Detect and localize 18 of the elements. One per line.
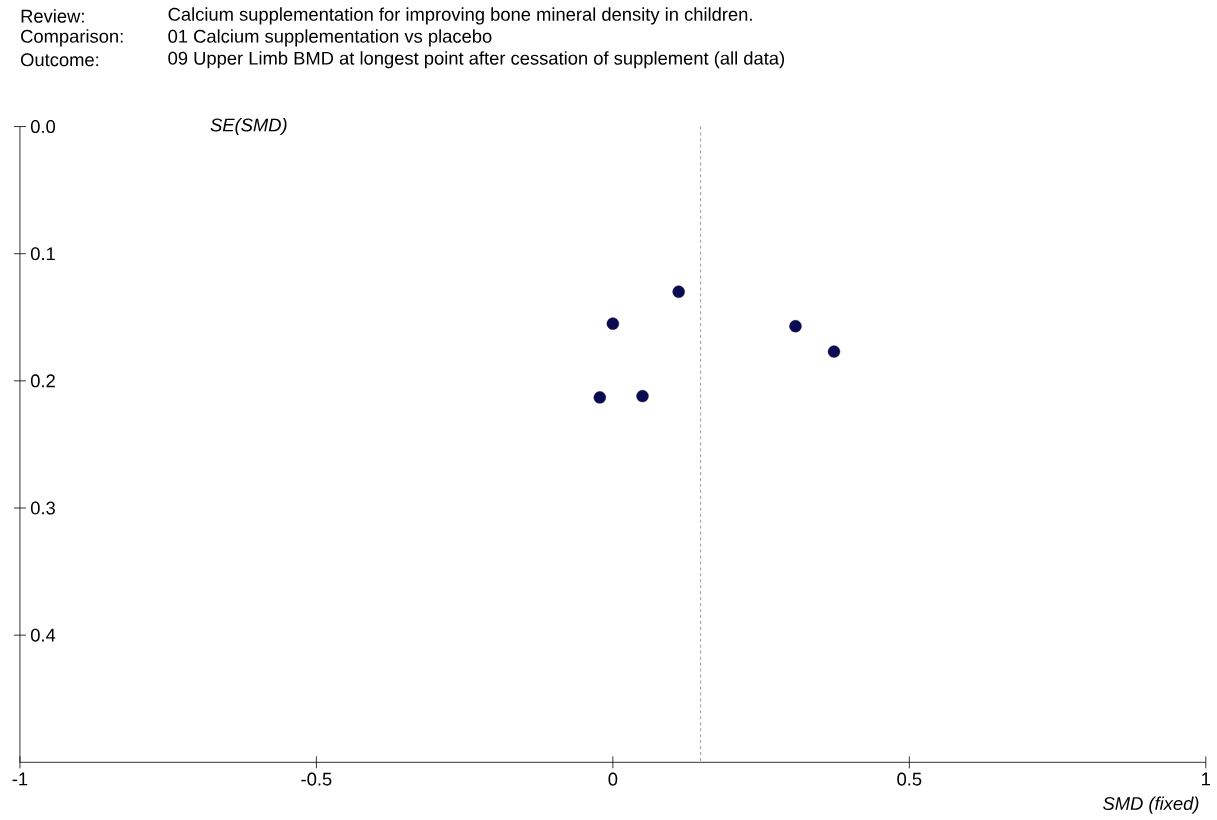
y-tick-label: 0.4	[30, 628, 56, 642]
x-tick-label: 0	[608, 772, 618, 786]
text: Outcome:	[21, 53, 99, 67]
text: Review:	[21, 9, 84, 23]
x-tick-label: 1	[1202, 772, 1210, 786]
y-axis-title: SE(SMD)	[210, 118, 287, 136]
x-tick-label: 0.5	[897, 772, 922, 786]
x-tick-label: -0.5	[301, 772, 332, 786]
y-tick-label: 0.3	[30, 501, 55, 515]
text: Comparison:	[21, 29, 123, 47]
y-tick-label: 0.1	[30, 247, 55, 261]
y-tick-label: 0.2	[30, 374, 55, 388]
x-tick-label: -1	[12, 772, 28, 786]
y-tick-label: 0.0	[30, 120, 56, 134]
x-axis-title: SMD (fixed)	[1103, 796, 1199, 814]
text: 09 Upper Limb BMD at longest point after cessation of supplement (all data)	[168, 51, 785, 69]
text: Calcium supplementation for improving bone mineral density in children.	[168, 7, 752, 25]
text: 01 Calcium supplementation vs placebo	[168, 29, 492, 47]
